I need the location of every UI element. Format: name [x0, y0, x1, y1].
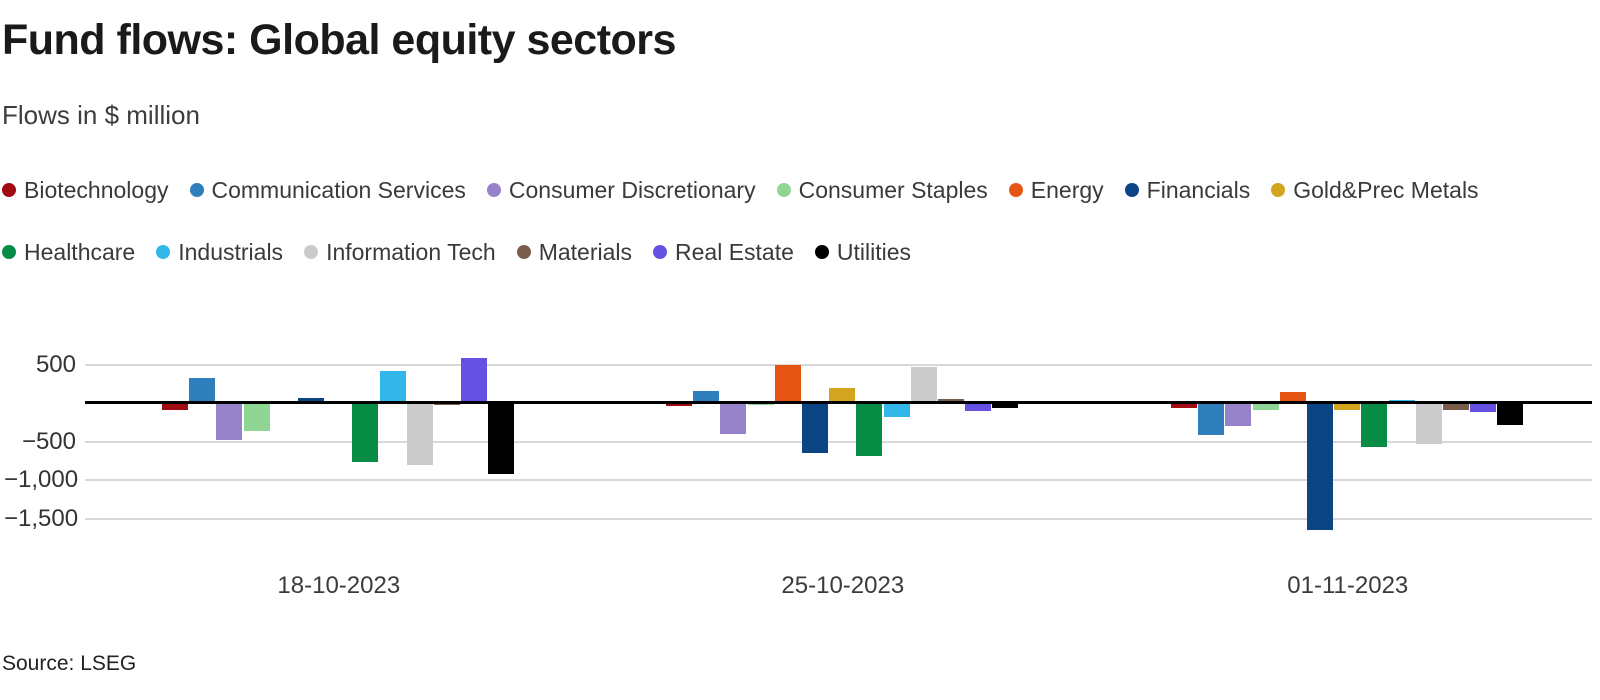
zero-axis-line	[85, 401, 1592, 404]
legend-label: Utilities	[836, 238, 912, 265]
bar-energy-25-10-2023	[774, 364, 801, 403]
legend-item-consumer-discretionary: Consumer Discretionary	[486, 176, 756, 204]
bar-communication-services-01-11-2023	[1198, 403, 1225, 435]
bar-financials-01-11-2023	[1307, 403, 1333, 530]
bar-healthcare-01-11-2023	[1361, 403, 1388, 447]
y-axis-tick-label: 500	[35, 350, 76, 378]
legend-label: Communication Services	[211, 176, 466, 203]
legend-swatch-icon	[2, 245, 16, 259]
bar-utilities-25-10-2023	[992, 403, 1019, 409]
legend-swatch-icon	[2, 183, 16, 197]
legend-swatch-icon	[189, 183, 204, 197]
bar-consumer-discretionary-18-10-2023	[216, 403, 243, 440]
bar-utilities-18-10-2023	[488, 403, 515, 474]
gridline	[85, 517, 1592, 520]
source-note: Source: LSEG	[2, 652, 137, 675]
bar-real-estate-25-10-2023	[965, 403, 992, 411]
legend-item-financials: Financials	[1124, 176, 1251, 204]
legend-label: Biotechnology	[24, 176, 169, 203]
legend-label: Energy	[1030, 176, 1104, 203]
gridline	[85, 440, 1592, 443]
legend-item-information-tech: Information Tech	[304, 238, 496, 266]
legend-swatch-icon	[1124, 183, 1139, 197]
bar-information-tech-18-10-2023	[406, 403, 433, 465]
x-axis-tick-label: 01-11-2023	[1287, 572, 1409, 599]
bar-gold-prec-metals-01-11-2023	[1334, 403, 1361, 410]
legend-label: Industrials	[178, 238, 284, 265]
bar-utilities-01-11-2023	[1497, 403, 1524, 425]
bar-information-tech-25-10-2023	[910, 366, 937, 403]
chart-title: Fund flows: Global equity sectors	[2, 16, 676, 64]
legend-swatch-icon	[516, 245, 531, 259]
legend-item-biotechnology: Biotechnology	[2, 176, 169, 204]
bar-biotechnology-18-10-2023	[162, 403, 188, 411]
legend-label: Healthcare	[24, 238, 136, 265]
legend-label: Consumer Discretionary	[508, 176, 756, 203]
legend-swatch-icon	[156, 245, 171, 259]
bar-gold-prec-metals-25-10-2023	[829, 387, 856, 403]
bar-biotechnology-01-11-2023	[1171, 403, 1197, 409]
legend-item-industrials: Industrials	[156, 238, 283, 266]
y-axis-tick-label: −1,000	[4, 466, 79, 493]
bar-real-estate-01-11-2023	[1470, 403, 1497, 412]
bar-healthcare-25-10-2023	[856, 403, 883, 457]
bar-biotechnology-25-10-2023	[666, 403, 692, 407]
legend-item-consumer-staples: Consumer Staples	[776, 176, 988, 204]
bar-communication-services-18-10-2023	[189, 378, 216, 403]
bar-industrials-25-10-2023	[883, 403, 910, 417]
gridline	[85, 479, 1592, 481]
legend-swatch-icon	[304, 245, 319, 259]
x-axis-tick-label: 25-10-2023	[781, 572, 905, 599]
bar-financials-25-10-2023	[802, 403, 828, 454]
legend-swatch-icon	[814, 245, 829, 259]
bar-materials-18-10-2023	[434, 403, 460, 406]
bar-consumer-staples-18-10-2023	[243, 403, 270, 432]
legend-label: Financials	[1146, 176, 1251, 203]
x-axis-tick-label: 18-10-2023	[277, 572, 401, 599]
bar-industrials-18-10-2023	[379, 370, 406, 403]
bar-energy-01-11-2023	[1279, 392, 1306, 403]
gridline	[85, 363, 1592, 366]
legend-swatch-icon	[776, 183, 791, 197]
y-axis-tick-label: −1,500	[4, 504, 79, 532]
legend: Biotechnology Communication Services Consu…	[2, 176, 1596, 266]
legend-item-healthcare: Healthcare	[2, 238, 135, 266]
bar-consumer-discretionary-01-11-2023	[1225, 403, 1252, 427]
legend-swatch-icon	[1271, 183, 1286, 197]
legend-item-real-estate: Real Estate	[653, 238, 794, 266]
legend-label: Materials	[538, 238, 632, 265]
bar-real-estate-18-10-2023	[461, 358, 488, 403]
legend-label: Real Estate	[675, 238, 794, 265]
bar-consumer-staples-01-11-2023	[1252, 403, 1279, 410]
legend-item-utilities: Utilities	[814, 238, 912, 266]
bar-materials-01-11-2023	[1443, 403, 1469, 410]
y-axis-tick-label: −500	[21, 427, 76, 455]
legend-item-gold-prec-metals: Gold&Prec Metals	[1271, 176, 1479, 204]
legend-swatch-icon	[653, 245, 667, 259]
legend-label: Gold&Prec Metals	[1293, 176, 1479, 203]
legend-item-communication-services: Communication Services	[189, 176, 466, 204]
bar-financials-18-10-2023	[298, 397, 324, 403]
legend-item-energy: Energy	[1008, 176, 1104, 204]
legend-item-materials: Materials	[516, 238, 632, 266]
bar-healthcare-18-10-2023	[352, 403, 379, 463]
legend-label: Consumer Staples	[798, 176, 988, 203]
legend-label: Information Tech	[326, 238, 496, 265]
bar-consumer-discretionary-25-10-2023	[720, 403, 747, 435]
bar-information-tech-01-11-2023	[1415, 403, 1442, 445]
legend-swatch-icon	[486, 183, 501, 197]
bar-communication-services-25-10-2023	[693, 390, 720, 403]
chart-subtitle: Flows in $ million	[2, 100, 200, 130]
legend-swatch-icon	[1008, 183, 1023, 197]
